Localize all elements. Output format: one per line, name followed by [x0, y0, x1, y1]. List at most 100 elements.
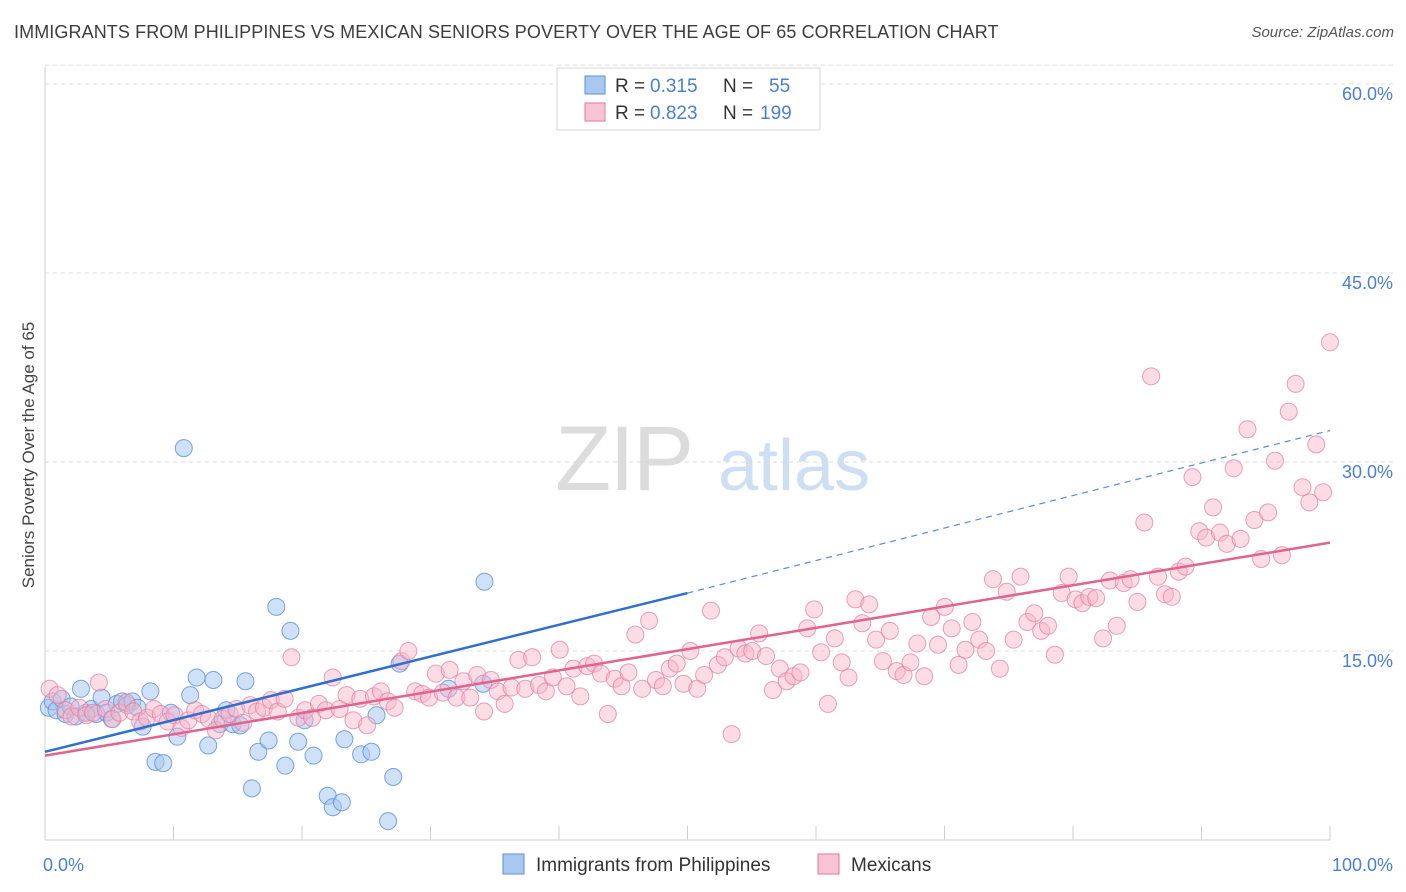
point-philippines: [384, 768, 403, 786]
point-philippines: [236, 672, 255, 691]
point-mexicans: [1245, 510, 1264, 529]
point-mexicans: [1217, 534, 1236, 553]
point-mexicans: [1107, 616, 1126, 635]
point-philippines: [362, 742, 381, 761]
legend-bottom-swatch-blue: [502, 853, 525, 875]
point-mexicans: [516, 679, 535, 698]
point-philippines: [379, 812, 398, 831]
trend-line-philippines-extension: [687, 429, 1331, 594]
point-philippines: [332, 793, 351, 812]
point-mexicans: [1183, 468, 1202, 487]
point-mexicans: [619, 663, 638, 682]
point-mexicans: [963, 613, 982, 632]
point-mexicans: [1073, 594, 1092, 613]
point-mexicans: [598, 705, 617, 723]
point-mexicans: [805, 600, 824, 619]
point-mexicans: [254, 698, 273, 717]
legend-r-value: 0.315: [650, 76, 698, 97]
point-philippines: [181, 686, 200, 705]
legend-swatch-blue: [584, 75, 606, 95]
legend-top: R = 0.315 N = 55 R = 0.823 N = 199: [556, 67, 821, 131]
point-mexicans: [867, 630, 886, 649]
point-philippines: [276, 756, 295, 775]
legend-bottom: Immigrants from Philippines Mexicans: [502, 853, 931, 876]
point-mexicans: [337, 686, 356, 705]
point-philippines: [204, 670, 223, 689]
point-philippines: [259, 731, 278, 750]
point-mexicans: [461, 688, 480, 707]
point-philippines: [242, 779, 261, 798]
point-mexicans: [990, 659, 1009, 678]
y-axis-label: Seniors Poverty Over the Age of 65: [19, 322, 38, 588]
y-tick-label: 15.0%: [1342, 651, 1393, 671]
watermark-zip: ZIP: [555, 408, 692, 510]
point-mexicans: [1045, 645, 1064, 664]
point-mexicans: [1142, 367, 1161, 386]
point-philippines: [281, 621, 300, 640]
x-tick-label: 100.0%: [1332, 855, 1393, 875]
point-mexicans: [853, 614, 872, 633]
watermark-atlas: atlas: [718, 426, 870, 506]
point-mexicans: [901, 653, 920, 672]
point-mexicans: [722, 725, 741, 744]
point-mexicans: [1190, 522, 1209, 541]
point-mexicans: [1197, 528, 1216, 547]
point-mexicans: [509, 650, 528, 669]
point-mexicans: [715, 648, 734, 667]
point-mexicans: [1293, 478, 1312, 497]
point-philippines: [154, 754, 173, 773]
point-mexicans: [344, 711, 363, 730]
point-mexicans: [1025, 604, 1044, 623]
point-philippines: [71, 679, 90, 698]
point-mexicans: [385, 698, 404, 717]
point-mexicans: [475, 702, 494, 721]
point-mexicans: [530, 676, 549, 695]
point-mexicans: [949, 655, 968, 674]
point-mexicans: [1087, 589, 1106, 608]
point-mexicans: [89, 673, 108, 692]
source-label: Source: ZipAtlas.com: [1251, 24, 1394, 41]
point-mexicans: [970, 630, 989, 649]
y-tick-label: 60.0%: [1342, 84, 1393, 104]
point-mexicans: [1039, 616, 1058, 635]
point-mexicans: [1300, 493, 1319, 512]
point-mexicans: [1307, 435, 1326, 454]
point-mexicans: [674, 674, 693, 693]
legend-n-label: N =: [723, 76, 753, 97]
point-mexicans: [1162, 587, 1181, 606]
point-mexicans: [873, 652, 892, 671]
point-mexicans: [860, 595, 879, 614]
point-mexicans: [633, 679, 652, 698]
point-mexicans: [1155, 585, 1174, 604]
point-mexicans: [1314, 483, 1333, 502]
legend-n-label: N =: [723, 103, 753, 124]
point-mexicans: [1080, 587, 1099, 606]
point-mexicans: [908, 634, 927, 653]
point-philippines: [249, 742, 268, 761]
point-mexicans: [1004, 630, 1023, 649]
point-mexicans: [812, 643, 831, 662]
point-mexicans: [110, 703, 129, 722]
point-philippines: [289, 732, 308, 751]
point-philippines: [367, 706, 386, 725]
point-mexicans: [1059, 567, 1078, 586]
point-mexicans: [48, 686, 67, 705]
point-mexicans: [309, 694, 328, 713]
point-philippines: [187, 668, 206, 687]
point-mexicans: [399, 642, 418, 660]
point-mexicans: [839, 668, 858, 687]
point-mexicans: [495, 694, 514, 713]
legend-bottom-label: Immigrants from Philippines: [536, 855, 770, 876]
point-philippines: [199, 736, 218, 755]
point-mexicans: [571, 687, 590, 706]
series-philippines: [39, 439, 494, 831]
point-philippines: [475, 572, 494, 591]
point-mexicans: [1259, 503, 1278, 522]
point-mexicans: [736, 644, 755, 663]
point-mexicans: [440, 660, 459, 679]
point-mexicans: [103, 710, 122, 729]
point-mexicans: [956, 640, 975, 659]
point-philippines: [304, 746, 323, 765]
point-mexicans: [1238, 420, 1257, 439]
